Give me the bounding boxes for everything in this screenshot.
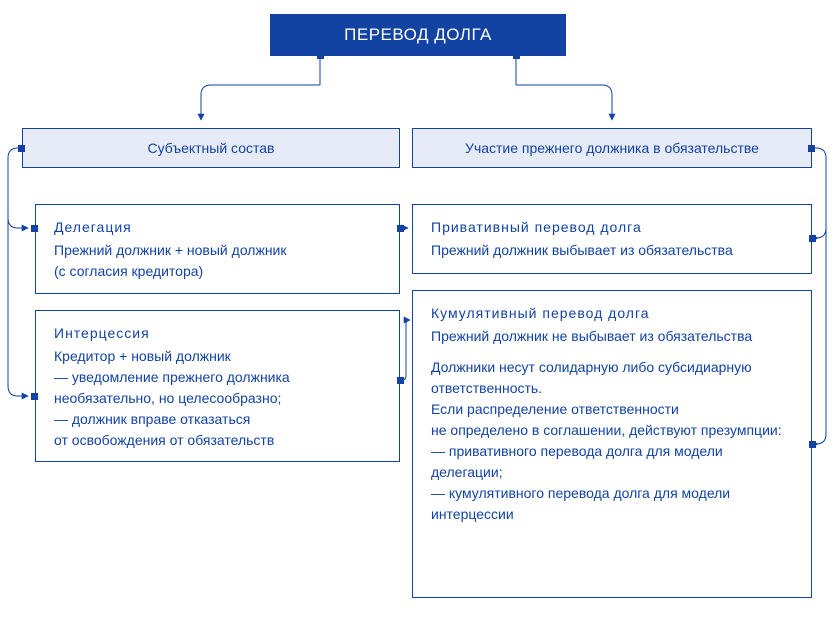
privative-heading: Привативный перевод долга: [431, 217, 793, 238]
connector-square: [18, 145, 25, 152]
intercession-body: Кредитор + новый должник — уведомление п…: [54, 346, 381, 451]
connector-square: [397, 225, 404, 232]
title-label: ПЕРЕВОД ДОЛГА: [344, 25, 492, 45]
connector-square: [809, 441, 816, 448]
delegation-box: Делегация Прежний должник + новый должни…: [35, 204, 400, 294]
connector-square: [513, 52, 520, 59]
delegation-heading: Делегация: [54, 217, 381, 238]
cumulative-box: Кумулятивный перевод долга Прежний должн…: [412, 290, 812, 598]
connector-square: [397, 377, 404, 384]
title-box: ПЕРЕВОД ДОЛГА: [270, 14, 566, 56]
cumulative-body: Прежний должник не выбывает из обязатель…: [431, 326, 793, 347]
intercession-box: Интерцессия Кредитор + новый должник — у…: [35, 310, 400, 462]
header-right: Участие прежнего должника в обязательств…: [412, 128, 812, 168]
connector-square: [31, 225, 38, 232]
connector-square: [809, 235, 816, 242]
header-left-label: Субъектный состав: [148, 140, 275, 156]
privative-box: Привативный перевод долга Прежний должни…: [412, 204, 812, 274]
cumulative-heading: Кумулятивный перевод долга: [431, 303, 793, 324]
intercession-heading: Интерцессия: [54, 323, 381, 344]
connector-square: [808, 145, 815, 152]
connector-square: [317, 52, 324, 59]
privative-body: Прежний должник выбывает из обязательств…: [431, 240, 793, 261]
delegation-body: Прежний должник + новый должник (с согла…: [54, 240, 381, 282]
header-right-label: Участие прежнего должника в обязательств…: [465, 140, 759, 156]
connector-square: [31, 393, 38, 400]
diagram-canvas: ПЕРЕВОД ДОЛГА Субъектный состав Участие …: [0, 0, 834, 632]
header-left: Субъектный состав: [22, 128, 400, 168]
cumulative-body2: Должники несут солидарную либо субсидиар…: [431, 357, 793, 525]
